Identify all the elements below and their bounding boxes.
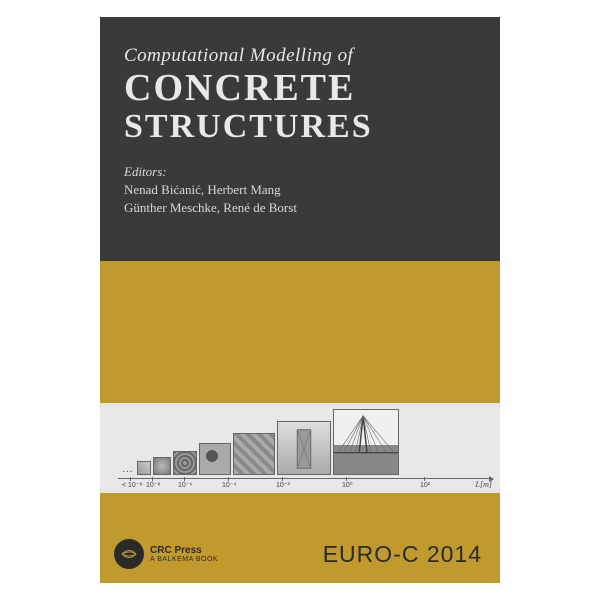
publisher-sub: A BALKEMA BOOK xyxy=(150,556,218,564)
axis-unit: L[m] xyxy=(476,480,492,489)
header: Computational Modelling of CONCRETE STRU… xyxy=(100,17,500,233)
scale-thumb-5 xyxy=(277,421,331,475)
scale-thumb-4 xyxy=(233,433,275,475)
editors-line-1: Nenad Bićanić, Herbert Mang xyxy=(124,181,476,199)
gold-panel: … xyxy=(100,261,500,583)
scale-thumb-3 xyxy=(199,443,231,475)
axis-label-5: 10⁰ xyxy=(342,481,353,489)
scale-thumb-0 xyxy=(137,461,151,475)
book-cover: Computational Modelling of CONCRETE STRU… xyxy=(100,17,500,583)
editors-line-2: Günther Meschke, René de Borst xyxy=(124,199,476,217)
scale-thumb-2 xyxy=(173,451,197,475)
event-label: EURO-C 2014 xyxy=(323,541,482,568)
axis-label-0: < 10⁻⁸ xyxy=(122,481,142,489)
title-main-1: CONCRETE xyxy=(124,69,476,109)
axis-label-2: 10⁻⁶ xyxy=(178,481,192,489)
publisher-block: CRC Press A BALKEMA BOOK xyxy=(114,539,218,569)
scale-item-1 xyxy=(153,457,171,475)
publisher-name: CRC Press xyxy=(150,545,218,556)
scale-item-5 xyxy=(277,421,331,475)
axis-label-1: 10⁻⁸ xyxy=(146,481,160,489)
column-icon xyxy=(278,422,330,474)
scale-item-4 xyxy=(233,433,275,475)
scale-item-3 xyxy=(199,443,231,475)
scale-thumb-1 xyxy=(153,457,171,475)
axis-line xyxy=(118,478,492,479)
scale-item-6 xyxy=(333,409,399,475)
scale-item-2 xyxy=(173,451,197,475)
axis-label-3: 10⁻⁴ xyxy=(222,481,237,489)
title-prefix: Computational Modelling of xyxy=(124,45,476,67)
editors-label: Editors: xyxy=(124,163,476,181)
footer-row: CRC Press A BALKEMA BOOK EURO-C 2014 xyxy=(100,525,500,583)
publisher-logo-icon xyxy=(114,539,144,569)
scale-thumb-6 xyxy=(333,409,399,475)
bridge-icon xyxy=(334,410,398,474)
editors-block: Editors: Nenad Bićanić, Herbert Mang Gün… xyxy=(124,163,476,218)
tick xyxy=(424,477,425,481)
title-main-2: STRUCTURES xyxy=(124,109,476,145)
axis-label-4: 10⁻² xyxy=(276,481,290,489)
publisher-text: CRC Press A BALKEMA BOOK xyxy=(150,545,218,564)
scale-item-0 xyxy=(137,461,151,475)
axis-label-6: 10² xyxy=(420,482,430,489)
ellipsis-icon: … xyxy=(122,463,133,475)
multiscale-band: … xyxy=(100,403,500,493)
